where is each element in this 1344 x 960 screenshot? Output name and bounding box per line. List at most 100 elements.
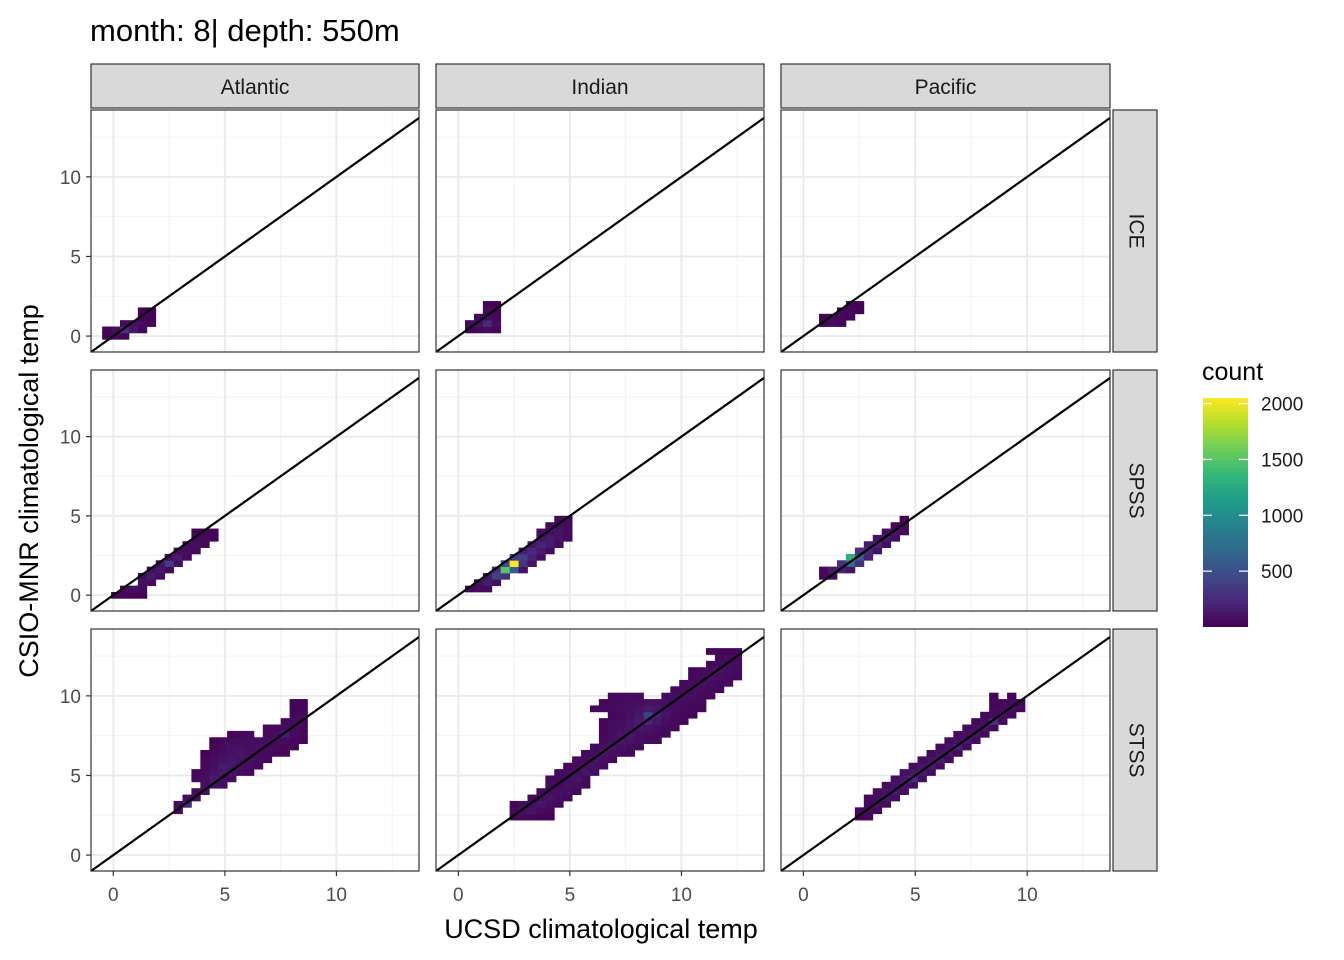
- heatmap-bin: [625, 699, 635, 706]
- heatmap-bin: [155, 560, 166, 568]
- facet-label-atlantic: Atlantic: [221, 76, 290, 99]
- heatmap-bin: [679, 705, 689, 713]
- heatmap-bin: [137, 579, 148, 587]
- heatmap-bin: [200, 534, 210, 542]
- heatmap-bin: [465, 320, 475, 327]
- heatmap-bin: [545, 807, 555, 815]
- heatmap-bin: [271, 730, 282, 738]
- x-tick-label: 0: [798, 885, 809, 906]
- panel-border: [435, 628, 765, 872]
- heatmap-bin: [1007, 711, 1017, 719]
- heatmap-bin: [191, 794, 201, 802]
- heatmap-bin: [863, 794, 874, 802]
- heatmap-bin: [191, 788, 201, 795]
- heatmap-bin: [236, 743, 246, 751]
- heatmap-bin: [679, 686, 689, 694]
- heatmap-bin: [625, 743, 635, 751]
- heatmap-bin: [482, 320, 493, 327]
- heatmap-bin: [554, 769, 564, 776]
- heatmap-bin: [872, 788, 883, 795]
- heatmap-bin: [155, 566, 166, 574]
- heatmap-bin: [536, 813, 546, 821]
- heatmap-bin: [253, 762, 264, 770]
- heatmap-bin: [271, 737, 282, 745]
- panel-stss-pacific: [780, 628, 1111, 872]
- legend: count 500 1000 1500 2000: [1202, 358, 1303, 627]
- x-tick-label: 10: [1017, 885, 1038, 906]
- heatmap-bin: [899, 522, 909, 529]
- heatmap-bin: [908, 781, 918, 789]
- heatmap-bin: [509, 566, 519, 574]
- heatmap-bin: [227, 750, 237, 757]
- heatmap-bin: [625, 705, 635, 713]
- heatmap-bin: [244, 737, 255, 745]
- heatmap-bin: [723, 654, 734, 662]
- heatmap-bin: [890, 794, 901, 802]
- heatmap-bin: [714, 673, 725, 681]
- heatmap-bin: [236, 762, 246, 770]
- heatmap-bin: [872, 807, 883, 815]
- heatmap-bin: [598, 718, 609, 725]
- heatmap-bin: [545, 813, 555, 821]
- heatmap-bin: [473, 313, 484, 321]
- heatmap-bin: [854, 307, 865, 315]
- heatmap-bin: [890, 534, 901, 542]
- heatmap-bin: [679, 679, 689, 687]
- facet-strip-stss: [1112, 628, 1158, 872]
- heatmap-bin: [146, 579, 157, 587]
- panel-border: [90, 369, 420, 612]
- heatmap-bin: [661, 699, 671, 706]
- heatmap-bin: [652, 699, 662, 706]
- facet-label-spss: SPSS: [1124, 462, 1147, 518]
- heatmap-bin: [545, 547, 555, 555]
- heatmap-bin: [819, 320, 829, 327]
- heatmap-bin: [218, 775, 228, 783]
- heatmap-bin: [828, 572, 838, 580]
- heatmap-bin: [714, 660, 725, 668]
- heatmap-bin: [589, 705, 600, 713]
- heatmap-bin: [688, 667, 698, 674]
- heatmap-bin: [661, 692, 671, 700]
- heatmap-bin: [625, 711, 635, 719]
- heatmap-bin: [863, 553, 874, 561]
- heatmap-bin: [723, 679, 734, 687]
- heatmap-bin: [714, 686, 725, 694]
- heatmap-bin: [289, 705, 299, 713]
- heatmap-bin: [182, 553, 192, 561]
- heatmap-bin: [980, 724, 990, 732]
- facet-strip-pacific: [780, 63, 1111, 109]
- heatmap-bin: [572, 775, 582, 783]
- heatmap-bin: [705, 679, 716, 687]
- heatmap-bin: [616, 705, 627, 713]
- heatmap-bin: [616, 724, 627, 732]
- heatmap-bin: [536, 553, 546, 561]
- heatmap-bin: [509, 553, 519, 561]
- heatmap-bin: [137, 313, 148, 321]
- heatmap-bin: [890, 775, 901, 783]
- legend-title: count: [1202, 358, 1263, 386]
- heatmap-bin: [697, 667, 707, 674]
- heatmap-bin: [218, 781, 228, 789]
- heatmap-bin: [298, 711, 308, 719]
- heatmap-bin: [146, 320, 157, 327]
- heatmap-bin: [236, 769, 246, 776]
- heatmap-bin: [473, 579, 484, 587]
- heatmap-bin: [518, 560, 528, 568]
- x-axis-label: UCSD climatological temp: [444, 914, 758, 944]
- heatmap-bin: [227, 730, 237, 738]
- heatmap-bin: [989, 724, 999, 732]
- heatmap-bin: [589, 762, 600, 770]
- heatmap-bin: [670, 711, 680, 719]
- heatmap-bin: [581, 756, 591, 764]
- y-tick-label: 5: [70, 247, 81, 268]
- heatmap-bin: [227, 775, 237, 783]
- heatmap-bin: [828, 313, 838, 321]
- heatmap-bin: [244, 750, 255, 757]
- heatmap-bin: [491, 307, 502, 315]
- heatmap-bin: [616, 730, 627, 738]
- legend-tick-label: 2000: [1261, 395, 1303, 416]
- heatmap-bin: [554, 788, 564, 795]
- panel-border: [780, 628, 1111, 872]
- heatmap-bin: [652, 737, 662, 745]
- heatmap-bin: [881, 781, 892, 789]
